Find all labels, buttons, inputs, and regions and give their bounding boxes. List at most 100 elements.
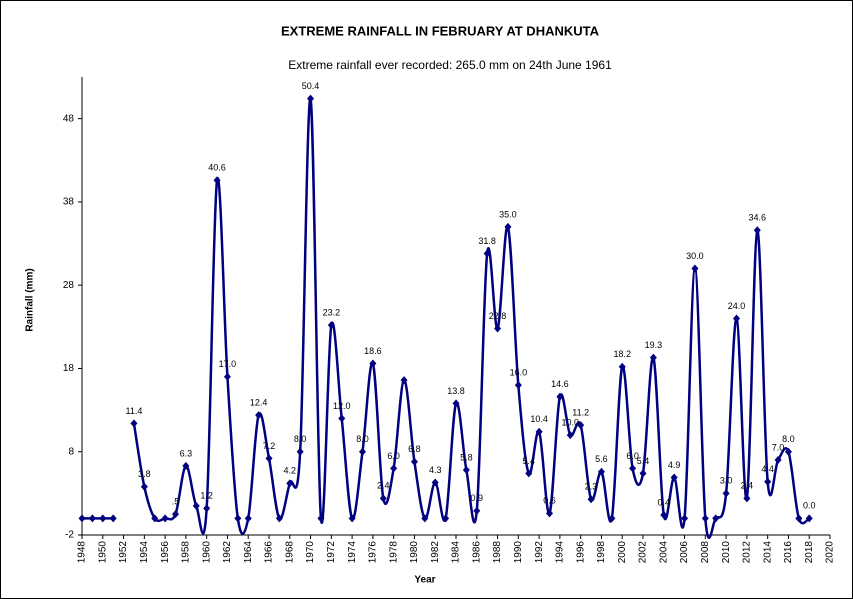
data-point (421, 514, 429, 523)
data-point (691, 264, 699, 273)
data-label: 24.0 (728, 301, 746, 311)
x-tick-label: 1982 (430, 541, 441, 564)
data-point (234, 514, 242, 523)
data-point (88, 514, 96, 523)
data-label: 13.8 (447, 386, 465, 396)
x-tick-label: 1984 (451, 541, 462, 564)
x-tick-label: 1994 (555, 541, 566, 564)
data-label: 12.0 (333, 401, 351, 411)
data-point (379, 494, 387, 503)
data-label: 1.2 (200, 491, 213, 501)
data-label: 0.9 (471, 493, 484, 503)
data-point (307, 94, 315, 103)
data-point (410, 457, 418, 466)
data-point (462, 466, 470, 475)
data-point (546, 509, 553, 518)
data-label: 5.4 (637, 456, 650, 466)
data-label: 5.4 (522, 456, 535, 466)
y-tick-label: -2 (65, 530, 74, 541)
data-point (172, 510, 179, 519)
data-point (764, 477, 772, 486)
x-tick-label: 1972 (326, 541, 337, 564)
data-point (359, 447, 366, 456)
x-tick-label: 1970 (305, 541, 316, 564)
data-point (327, 321, 335, 330)
y-tick-label: 8 (68, 446, 74, 457)
data-point (733, 314, 740, 323)
x-tick-label: 1974 (347, 541, 358, 564)
data-label: 18.6 (364, 346, 382, 356)
data-point (577, 421, 585, 430)
data-point (587, 495, 595, 504)
data-point (639, 469, 647, 478)
x-tick-label: 2002 (638, 541, 649, 564)
data-label: 3.8 (138, 469, 151, 479)
data-label: 4.2 (284, 466, 297, 476)
x-tick-label: 1962 (222, 541, 233, 564)
data-point (504, 222, 512, 231)
data-point (223, 372, 231, 381)
x-tick-label: 1988 (492, 541, 503, 564)
data-point (473, 506, 481, 515)
x-tick-label: 2004 (658, 541, 669, 564)
data-point (369, 359, 377, 368)
data-label: 8.0 (782, 434, 795, 444)
data-label: 30.0 (686, 251, 704, 261)
x-tick-label: 2018 (804, 541, 815, 564)
data-point (140, 482, 148, 491)
data-point (442, 514, 450, 523)
data-label: 18.2 (613, 349, 631, 359)
data-label: 14.6 (551, 379, 569, 389)
data-point (151, 514, 159, 523)
x-tick-label: 1950 (97, 541, 108, 564)
data-point (244, 514, 252, 523)
data-label: .5 (172, 497, 180, 507)
data-label: 50.4 (302, 81, 320, 91)
data-label: 22.8 (489, 311, 507, 321)
data-label: 17.0 (219, 359, 237, 369)
data-point (390, 464, 398, 473)
data-point (753, 226, 761, 235)
x-tick-label: 2016 (783, 541, 794, 564)
y-tick-label: 18 (63, 363, 75, 374)
x-tick-label: 1996 (575, 541, 586, 564)
data-point (99, 514, 107, 523)
data-point (712, 514, 720, 523)
data-point (161, 514, 169, 523)
data-point (514, 381, 522, 390)
x-tick-label: 1998 (596, 541, 607, 564)
data-point (275, 514, 283, 523)
data-label: 2.3 (585, 482, 598, 492)
data-point (130, 419, 138, 428)
data-point (265, 454, 273, 463)
data-point (597, 467, 605, 476)
x-tick-label: 1956 (160, 541, 171, 564)
data-point (348, 514, 356, 523)
data-point (556, 392, 564, 401)
data-point (566, 431, 574, 440)
data-label: 12.4 (250, 397, 268, 407)
x-tick-label: 1976 (368, 541, 379, 564)
data-point (608, 514, 616, 523)
data-point (78, 514, 86, 523)
data-point (629, 464, 637, 473)
chart-subtitle: Extreme rainfall ever recorded: 265.0 mm… (288, 58, 612, 72)
x-tick-label: 1968 (284, 541, 295, 564)
data-label: 7.0 (772, 442, 785, 452)
data-point (452, 399, 460, 408)
data-label: 40.6 (208, 163, 226, 173)
x-tick-label: 2020 (825, 541, 836, 564)
data-label: 11.4 (126, 406, 143, 416)
data-label: 10.4 (530, 414, 548, 424)
data-point (660, 511, 668, 520)
data-label: 5.8 (460, 452, 473, 462)
data-point (784, 447, 792, 456)
data-label: 35.0 (499, 209, 517, 219)
data-label: 5.6 (595, 454, 608, 464)
data-label: 2.4 (741, 481, 754, 491)
data-point (494, 324, 502, 333)
x-tick-label: 1980 (409, 541, 420, 564)
data-point (192, 501, 200, 510)
